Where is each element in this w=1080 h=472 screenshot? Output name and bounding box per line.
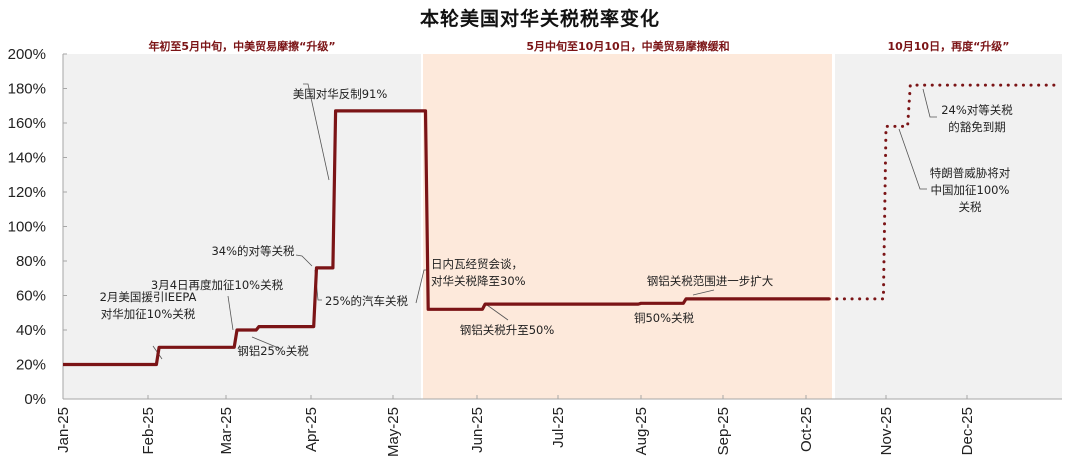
annotation-label: 25%的汽车关税 <box>325 294 409 308</box>
annotation-label: 对华关税降至30% <box>431 274 526 288</box>
phase-label-re-escalation: 10月10日，再度“升级” <box>887 40 1010 53</box>
x-tick-label: Sep-25 <box>715 407 732 455</box>
phase-label-escalation: 年初至5月中旬，中美贸易摩擦“升级” <box>148 40 336 53</box>
x-axis-ticks: Jan-25 Feb-25 Mar-25 Apr-25 May-25 Jun-25 Jul-… <box>55 395 976 457</box>
y-tick-label: 140% <box>8 150 46 167</box>
y-tick-label: 0% <box>24 391 46 408</box>
y-tick-label: 160% <box>8 115 46 132</box>
annotation-label: 特朗普威胁将对 <box>930 166 1011 180</box>
phase-label-easing: 5月中旬至10月10日，中美贸易摩擦缓和 <box>526 40 730 53</box>
y-tick-label: 180% <box>8 81 46 98</box>
y-axis-ticks: 0% 20% 40% 60% 80% 100% 120% 140% 160% 180% 200% <box>8 46 67 408</box>
x-tick-label: Oct-25 <box>798 407 815 452</box>
annotation-label: 美国对华反制91% <box>293 87 388 101</box>
annotations: 2月美国援引IEEPA 对华加征10%关税 3月4日再度加征10%关税钢铝25%关税… <box>100 87 1014 358</box>
annotation-label: 钢铝关税范围进一步扩大 <box>647 274 774 288</box>
data-series <box>63 83 1061 367</box>
x-tick-label: Nov-25 <box>878 407 895 455</box>
projected-tariff-line <box>827 83 1061 301</box>
x-tick-label: Apr-25 <box>303 407 320 452</box>
annotation-label: 钢铝关税升至50% <box>460 323 555 337</box>
y-tick-label: 60% <box>16 288 46 305</box>
phase-bands <box>63 54 1062 399</box>
x-tick-label: Mar-25 <box>218 407 235 455</box>
annotation-label: 关税 <box>959 200 982 214</box>
annotation-label: 铜50%关税 <box>634 311 695 325</box>
chart-title: 本轮美国对华关税税率变化 <box>419 8 660 30</box>
phase-band <box>835 54 1062 399</box>
x-tick-label: Aug-25 <box>633 407 650 455</box>
y-tick-label: 80% <box>16 253 46 270</box>
x-tick-label: Dec-25 <box>959 407 976 455</box>
annotation-label: 的豁免到期 <box>948 120 1006 134</box>
annotation-label: 24%对等关税 <box>941 103 1013 117</box>
y-tick-label: 20% <box>16 357 46 374</box>
annotation-label: 中国加征100% <box>931 183 1010 197</box>
x-tick-label: Jan-25 <box>55 407 72 453</box>
annotation-label: 日内瓦经贸会谈， <box>431 257 523 271</box>
y-tick-label: 40% <box>16 322 46 339</box>
y-tick-label: 100% <box>8 219 46 236</box>
phase-band <box>423 54 832 399</box>
x-tick-label: May-25 <box>385 407 402 457</box>
y-tick-label: 200% <box>8 46 46 63</box>
x-tick-label: Jul-25 <box>550 407 567 448</box>
annotation-label: 34%的对等关税 <box>211 244 295 258</box>
x-tick-label: Feb-25 <box>140 407 157 455</box>
annotation-label: 钢铝25%关税 <box>237 344 309 358</box>
actual-tariff-line <box>63 109 830 367</box>
annotation-label: 对华加征10%关税 <box>101 307 196 321</box>
y-tick-label: 120% <box>8 184 46 201</box>
annotation-label: 2月美国援引IEEPA <box>100 290 197 304</box>
annotation-label: 3月4日再度加征10%关税 <box>151 278 284 292</box>
x-tick-label: Jun-25 <box>469 407 486 453</box>
